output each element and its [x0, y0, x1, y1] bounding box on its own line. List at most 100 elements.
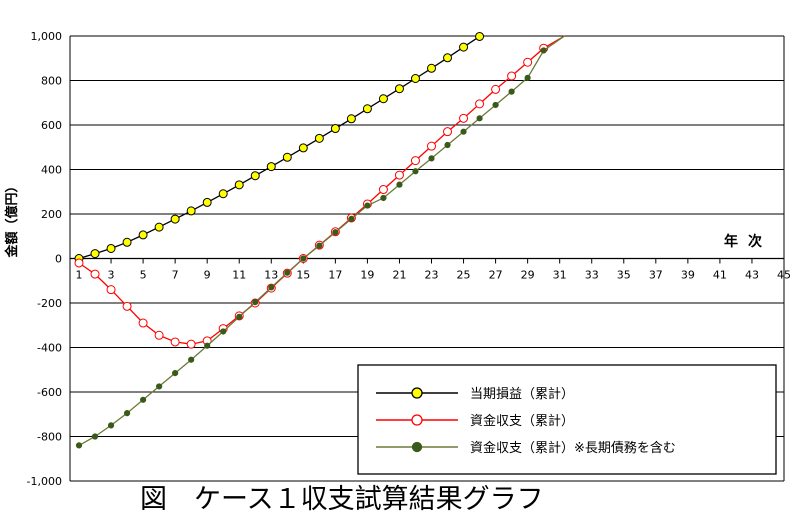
data-point: [170, 214, 180, 224]
data-point: [427, 63, 436, 73]
data-point: [156, 383, 163, 390]
x-tick-label: 45: [777, 269, 791, 282]
data-point: [427, 141, 436, 151]
y-tick-label: 200: [41, 208, 62, 221]
data-point: [250, 171, 260, 181]
data-point: [523, 57, 533, 67]
series-group: [74, 31, 565, 449]
x-tick-label: 9: [204, 269, 211, 282]
data-point: [204, 342, 211, 349]
data-point: [460, 128, 467, 135]
y-tick-label: -600: [37, 386, 62, 399]
y-tick-label: -800: [37, 431, 62, 444]
x-tick-label: 37: [649, 269, 663, 282]
data-point: [412, 168, 419, 175]
data-point: [443, 127, 453, 137]
x-tick-label: 17: [328, 269, 342, 282]
data-point: [362, 104, 372, 114]
data-point: [252, 299, 259, 306]
data-point: [314, 133, 324, 143]
data-point: [428, 155, 435, 162]
data-point: [268, 284, 275, 291]
data-point: [122, 237, 132, 247]
series-3: [75, 35, 565, 449]
data-point: [106, 243, 116, 253]
data-point: [282, 152, 292, 162]
x-tick-label: 7: [172, 269, 179, 282]
x-tick-label: 19: [360, 269, 374, 282]
data-point: [91, 433, 99, 440]
data-point: [188, 356, 195, 363]
data-point: [396, 181, 403, 188]
x-tick-label: 5: [140, 269, 147, 282]
x-tick-label: 23: [425, 269, 439, 282]
data-point: [524, 74, 531, 81]
data-point: [508, 88, 515, 95]
legend-label: 資金収支（累計）: [470, 413, 574, 429]
data-point: [234, 180, 244, 190]
y-tick-label: -1,000: [27, 475, 62, 488]
y-tick-label: 0: [55, 253, 62, 266]
data-point: [170, 337, 180, 347]
x-tick-label: 43: [745, 269, 759, 282]
x-tick-label: 15: [296, 269, 310, 282]
y-axis-label-text: 金額（億円）: [4, 179, 20, 258]
data-point: [218, 189, 228, 199]
x-tick-label: 11: [232, 269, 246, 282]
x-tick-label: 41: [713, 269, 727, 282]
data-point: [346, 114, 356, 124]
x-tick-label: 27: [489, 269, 503, 282]
x-tick-label: 29: [521, 269, 535, 282]
legend-marker: [411, 414, 423, 426]
data-point: [316, 242, 323, 249]
data-point: [378, 185, 388, 195]
x-tick-label: 25: [457, 269, 471, 282]
data-point: [507, 71, 517, 81]
y-tick-label: 400: [41, 164, 62, 177]
data-point: [90, 249, 100, 259]
data-point: [298, 143, 308, 153]
data-point: [74, 258, 84, 268]
data-point: [75, 442, 83, 449]
data-point: [332, 229, 339, 236]
data-point: [378, 94, 388, 104]
legend: 当期損益（累計） 資金収支（累計） 資金収支（累計）※長期債務を含む: [357, 364, 777, 475]
data-point: [443, 53, 453, 63]
data-point: [172, 369, 179, 377]
data-point: [364, 202, 371, 209]
x-tick-label: 35: [617, 269, 631, 282]
data-point: [106, 285, 116, 295]
x-tick-label: 39: [681, 269, 695, 282]
data-point: [492, 101, 499, 109]
y-tick-label: 600: [41, 119, 62, 132]
data-point: [410, 156, 420, 166]
data-point: [186, 206, 196, 216]
series-2: [74, 35, 565, 349]
data-point: [394, 84, 404, 94]
data-point: [459, 42, 469, 52]
data-point: [410, 73, 420, 83]
data-point: [491, 84, 501, 94]
y-tick-label: -200: [37, 297, 62, 310]
x-tick-label: 31: [553, 269, 567, 282]
x-tick-label: 1: [76, 269, 83, 282]
x-tick-label: 33: [585, 269, 599, 282]
data-point: [266, 162, 276, 172]
x-axis-label: 年次: [724, 233, 772, 250]
data-point: [348, 215, 355, 222]
data-point: [475, 31, 485, 41]
series-line: [78, 35, 480, 260]
chart-caption: 図 ケース１収支試算結果グラフ: [140, 484, 544, 515]
data-point: [107, 422, 115, 429]
y-axis-ticks: 1,000 800 600 400 200 0 -200 -400 -600 -800 -1,000: [27, 30, 62, 488]
y-tick-label: 1,000: [31, 30, 63, 43]
y-tick-label: 800: [41, 75, 62, 88]
legend-label: 資金収支（累計）※長期債務を含む: [470, 440, 676, 456]
data-point: [154, 222, 164, 232]
y-tick-label: -400: [37, 342, 62, 355]
data-point: [90, 269, 100, 279]
legend-marker: [411, 387, 423, 399]
data-point: [138, 318, 148, 328]
data-point: [139, 396, 147, 403]
x-tick-label: 3: [108, 269, 115, 282]
